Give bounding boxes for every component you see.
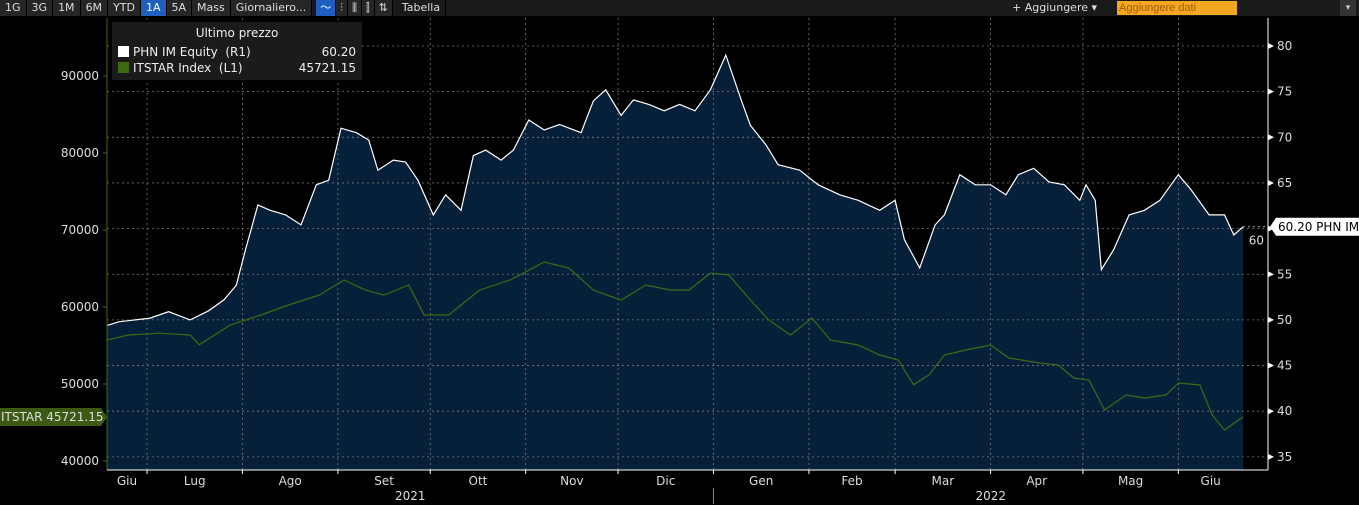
month-label: Gen xyxy=(749,474,773,488)
legend-label-wrap: PHN IM Equity (R1) xyxy=(118,45,251,59)
year-label: 2021 xyxy=(395,489,426,503)
candle-icon[interactable]: ⫼ xyxy=(348,0,363,16)
month-label: Set xyxy=(374,474,394,488)
range-button-ytd[interactable]: YTD xyxy=(108,0,141,16)
left-tick-label: 50000 xyxy=(61,377,99,391)
range-button-3g[interactable]: 3G xyxy=(26,0,54,16)
right-tick xyxy=(1268,408,1274,415)
left-tick-label: 70000 xyxy=(61,223,99,237)
range-button-mass[interactable]: Mass xyxy=(192,0,231,16)
right-tick-label: 80 xyxy=(1277,39,1292,53)
left-callout-box xyxy=(0,407,107,426)
legend-label-wrap: ITSTAR Index (L1) xyxy=(118,61,243,75)
right-tick xyxy=(1268,453,1274,460)
month-label: Nov xyxy=(560,474,583,488)
legend-label: PHN IM Equity (R1) xyxy=(133,45,251,59)
year-label: 2022 xyxy=(975,489,1006,503)
toolbar: 1G 3G 1M 6M YTD 1A 5A Mass Giornaliero... 〜 ⫶ ⫼ ⫿ ⇅ Ta… xyxy=(0,0,1359,16)
left-tick-label: 40000 xyxy=(61,454,99,468)
month-label: Dic xyxy=(656,474,675,488)
month-label: Giu xyxy=(1201,474,1221,488)
add-data-input[interactable] xyxy=(1117,1,1237,15)
right-tick-label: 70 xyxy=(1277,130,1292,144)
right-tick xyxy=(1268,316,1274,323)
right-tick xyxy=(1268,179,1274,186)
month-label: Giu xyxy=(117,474,137,488)
table-button[interactable]: Tabella xyxy=(396,0,447,16)
right-tick-label: 45 xyxy=(1277,359,1292,373)
right-tick-label: 50 xyxy=(1277,313,1292,327)
legend-swatch xyxy=(118,46,129,57)
right-callout-box xyxy=(1270,217,1359,236)
left-tick-label: 90000 xyxy=(61,69,99,83)
right-tick xyxy=(1268,271,1274,278)
month-label: Lug xyxy=(184,474,206,488)
phn-line xyxy=(106,53,1244,326)
legend: Ultimo prezzo PHN IM Equity (R1) 60.20 IT… xyxy=(112,22,362,80)
legend-label: ITSTAR Index (L1) xyxy=(133,61,243,75)
month-label: Mag xyxy=(1118,474,1143,488)
itstar-line xyxy=(106,261,1244,431)
right-tick-label: 65 xyxy=(1277,176,1292,190)
right-tick-label: 55 xyxy=(1277,267,1292,281)
left-callout: ITSTAR 45721.15 xyxy=(1,410,104,424)
range-button-giornaliero[interactable]: Giornaliero... xyxy=(230,0,313,16)
hilo-icon[interactable]: ⇅ xyxy=(374,0,393,16)
right-tick xyxy=(1268,88,1274,95)
menu-dropdown-icon[interactable]: ▾ xyxy=(1340,0,1356,16)
left-tick-label: 80000 xyxy=(61,146,99,160)
month-label: Ott xyxy=(469,474,488,488)
phn-area xyxy=(107,55,1243,470)
right-tick-label: 60 xyxy=(1249,234,1264,248)
legend-value: 60.20 xyxy=(321,45,356,59)
month-label: Feb xyxy=(841,474,862,488)
month-label: Ago xyxy=(279,474,302,488)
right-tick-label: 40 xyxy=(1277,404,1292,418)
right-tick xyxy=(1268,362,1274,369)
right-tick xyxy=(1268,43,1274,49)
right-tick xyxy=(1268,134,1274,141)
range-button-5a[interactable]: 5A xyxy=(166,0,193,16)
month-label: Mar xyxy=(932,474,955,488)
right-callout: 60.20 PHN IM xyxy=(1278,220,1359,234)
range-button-1a[interactable]: 1A xyxy=(140,0,167,16)
line-chart-icon[interactable]: 〜 xyxy=(316,0,337,16)
bar-candle-icon[interactable]: ⫿ xyxy=(362,0,375,16)
legend-item-itstar: ITSTAR Index (L1) 45721.15 xyxy=(118,61,356,75)
ohlc-icon[interactable]: ⫶ xyxy=(336,0,349,16)
right-tick xyxy=(1268,225,1274,232)
right-tick-label: 75 xyxy=(1277,85,1292,99)
right-tick-label: 35 xyxy=(1277,450,1292,464)
range-button-1g[interactable]: 1G xyxy=(0,0,27,16)
legend-title: Ultimo prezzo xyxy=(195,26,279,40)
add-button[interactable]: + Aggiungere ▾ xyxy=(1012,1,1098,14)
range-button-6m[interactable]: 6M xyxy=(80,0,109,16)
range-button-1m[interactable]: 1M xyxy=(53,0,81,16)
left-tick-label: 60000 xyxy=(61,300,99,314)
month-label: Apr xyxy=(1026,474,1047,488)
legend-item-phn: PHN IM Equity (R1) 60.20 xyxy=(118,45,356,59)
legend-swatch xyxy=(118,62,129,73)
legend-value: 45721.15 xyxy=(298,61,356,75)
